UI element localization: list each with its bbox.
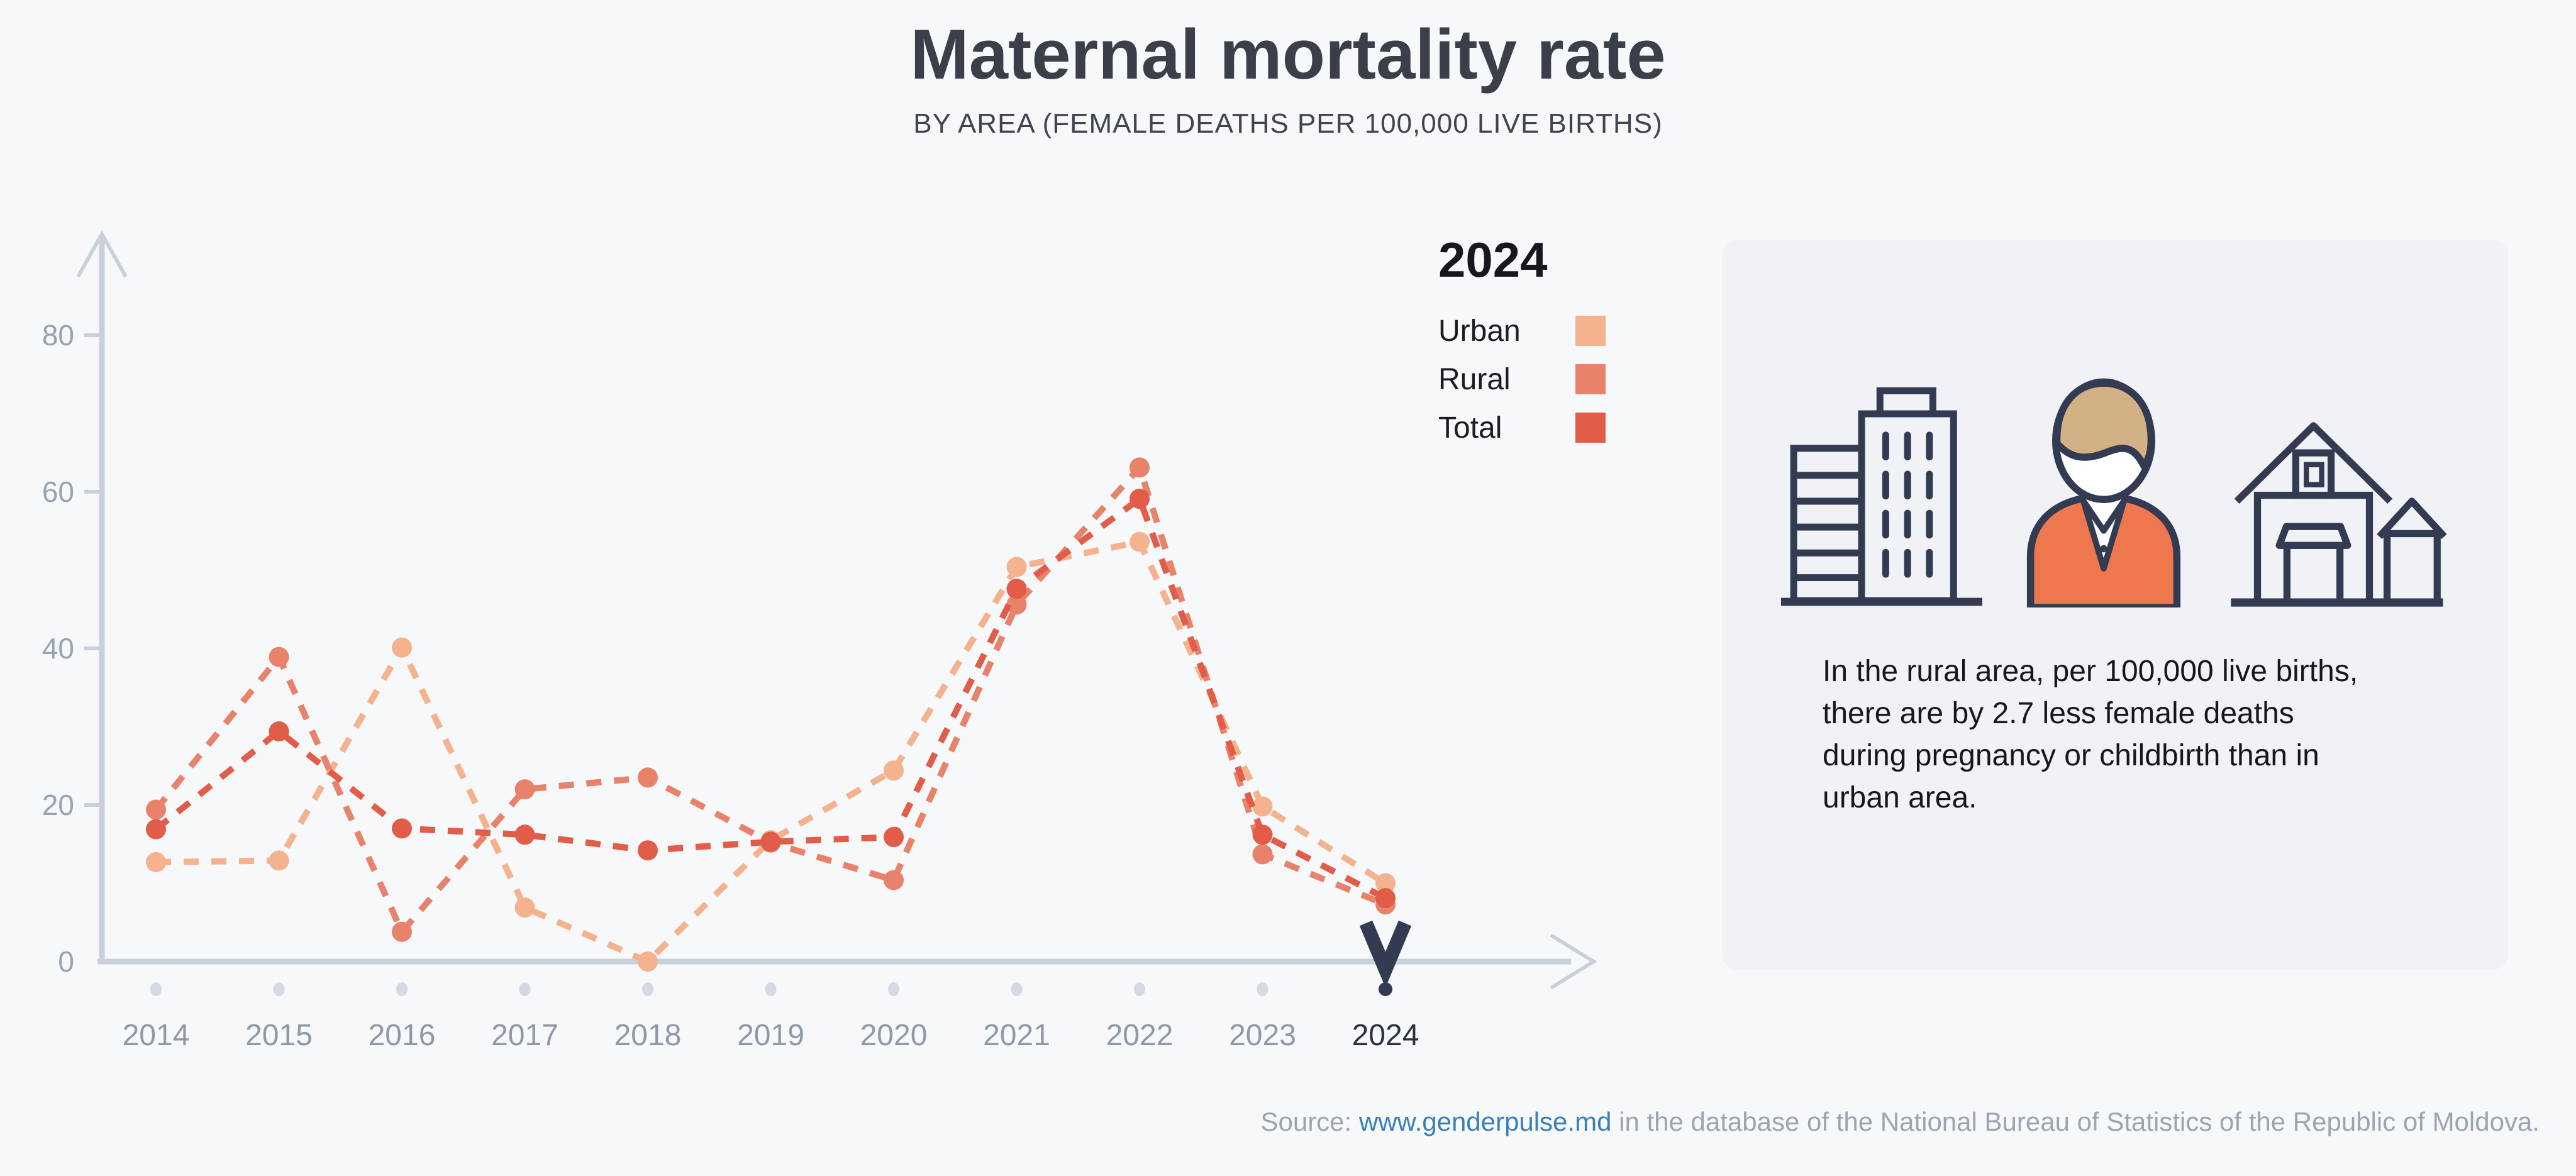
data-point-total-2014 [146,819,166,840]
data-point-rural-2017 [514,779,535,800]
data-point-rural-2015 [269,646,289,667]
year-label-2015[interactable]: 2015 [245,1019,313,1052]
year-tick-dot-2024[interactable] [1379,982,1392,996]
data-point-urban-2016 [392,637,412,658]
woman-icon [2026,378,2181,607]
data-point-rural-2014 [146,799,166,820]
year-tick-dot-2015[interactable] [273,982,285,996]
insight-text: In the rural area, per 100,000 live birt… [1823,655,2358,814]
data-point-rural-2024 [1375,894,1396,915]
year-tick-dot-2021[interactable] [1011,982,1023,996]
source-link[interactable]: www.genderpulse.md [1358,1107,1612,1136]
data-point-urban-2023 [1252,796,1273,817]
source-suffix: in the database of the National Bureau o… [1611,1107,2540,1136]
data-point-total-2020 [884,827,904,848]
legend-row-urban: Urban [1438,314,1606,348]
legend-row-rural: Rural [1438,362,1606,396]
y-tick-label: 0 [58,945,74,978]
year-label-2017[interactable]: 2017 [491,1019,558,1052]
data-point-total-2022 [1130,489,1150,509]
series-line-urban [155,538,1387,965]
legend-swatch-total [1575,413,1606,443]
year-label-2020[interactable]: 2020 [860,1019,928,1052]
data-point-urban-2024 [1375,873,1396,894]
insight-card: In the rural area, per 100,000 live birt… [1722,240,2508,970]
series-line-total [153,494,1387,901]
page-title: Maternal mortality rate [910,15,1666,94]
data-point-total-2023 [1252,824,1273,845]
data-point-total-2021 [1006,579,1027,599]
data-point-urban-2014 [146,851,166,872]
year-tick-dot-2019[interactable] [765,982,777,996]
data-point-urban-2018 [638,951,658,972]
legend-swatch-rural [1575,364,1606,394]
data-point-urban-2022 [1130,531,1150,552]
legend-label-rural: Rural [1438,362,1511,396]
year-label-2014[interactable]: 2014 [123,1019,190,1052]
data-point-rural-2020 [884,870,904,890]
year-tick-dot-2020[interactable] [888,982,899,996]
data-point-total-2016 [392,818,412,839]
source-bar: Source: www.genderpulse.md in the databa… [1260,1107,2540,1137]
x-axis-arrow-icon [1550,933,1597,990]
data-point-total-2024 [1375,888,1396,909]
rural-houses-icon [2231,422,2447,607]
page-subtitle: BY AREA (FEMALE DEATHS PER 100,000 LIVE … [913,108,1663,139]
year-label-2021[interactable]: 2021 [983,1019,1050,1052]
data-point-urban-2017 [514,897,535,918]
source-prefix: Source: [1260,1107,1359,1136]
data-point-rural-2019 [760,832,781,853]
legend-label-total: Total [1438,411,1502,445]
y-tick-label: 60 [42,475,74,508]
data-point-rural-2022 [1130,457,1150,478]
data-point-total-2017 [514,824,535,845]
legend-row-total: Total [1438,411,1606,445]
data-point-total-2019 [760,831,781,852]
year-tick-dot-2014[interactable] [150,982,162,996]
data-point-rural-2021 [1006,594,1027,615]
legend-swatch-urban [1575,316,1606,346]
year-label-2018[interactable]: 2018 [614,1019,682,1052]
data-point-rural-2023 [1252,844,1273,865]
data-point-total-2018 [638,840,658,861]
year-tick-dot-2018[interactable] [642,982,653,996]
year-tick-dot-2023[interactable] [1257,982,1269,996]
year-label-2024[interactable]: 2024 [1352,1019,1419,1052]
data-point-urban-2020 [884,760,904,781]
year-label-2016[interactable]: 2016 [369,1019,436,1052]
year-selector-arrow-icon[interactable] [1359,920,1412,988]
year-tick-dot-2017[interactable] [519,982,531,996]
data-point-rural-2018 [638,767,658,788]
legend: 2024 Urban Rural Total [1438,231,1606,460]
data-point-urban-2021 [1006,557,1027,577]
y-tick-label: 40 [42,632,74,665]
y-tick-label: 80 [42,319,74,352]
legend-label-urban: Urban [1438,314,1521,348]
year-label-2023[interactable]: 2023 [1229,1019,1296,1052]
series-line-rural [153,461,1387,938]
data-point-total-2015 [269,721,289,741]
legend-year-heading: 2024 [1438,232,1548,287]
data-point-urban-2019 [760,830,781,851]
year-tick-dot-2022[interactable] [1134,982,1145,996]
year-tick-dot-2016[interactable] [396,982,408,996]
year-label-2019[interactable]: 2019 [737,1019,804,1052]
data-point-urban-2015 [269,850,289,871]
data-point-rural-2016 [392,921,412,942]
y-tick-label: 20 [42,789,74,821]
insight-card-icons [1722,370,2508,607]
city-buildings-icon [1781,387,1982,606]
year-label-2022[interactable]: 2022 [1106,1019,1174,1052]
y-axis-arrow-icon [76,230,128,278]
